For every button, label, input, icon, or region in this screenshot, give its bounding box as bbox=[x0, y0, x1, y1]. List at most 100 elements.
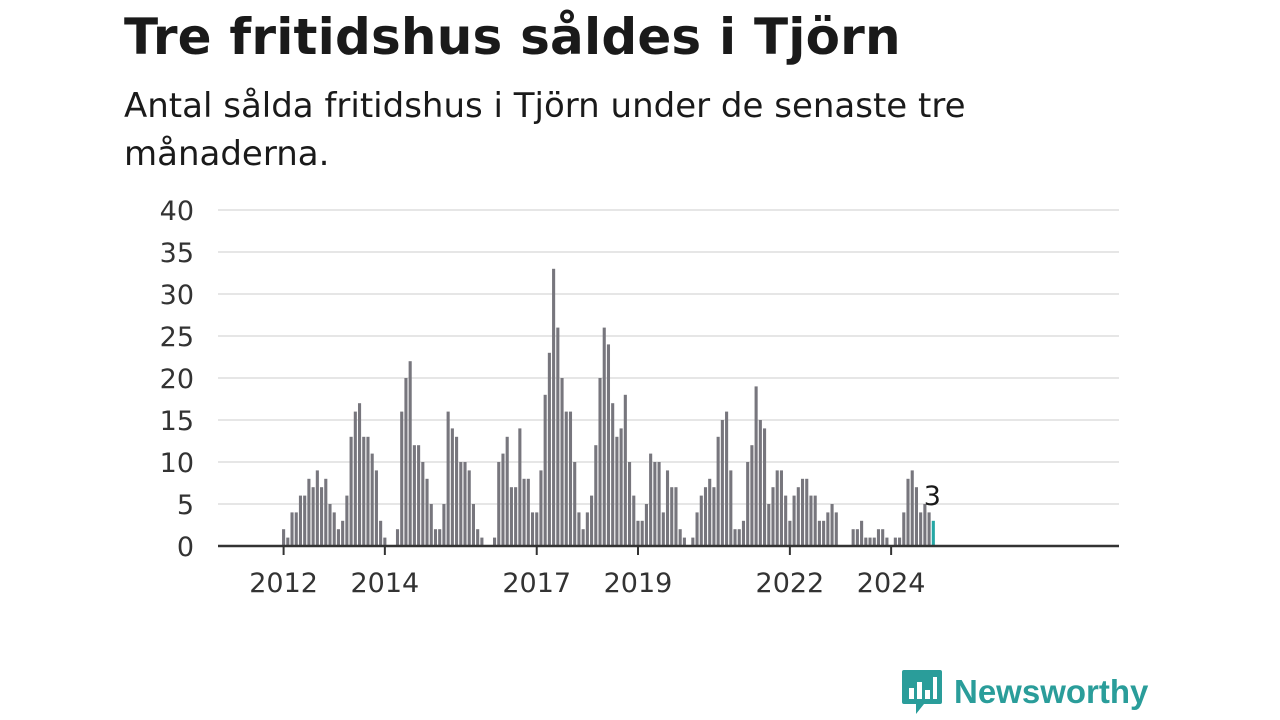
annotations: 3 bbox=[924, 481, 941, 512]
gridlines bbox=[218, 209, 1119, 505]
bar bbox=[362, 436, 366, 546]
bar bbox=[543, 394, 547, 546]
bar bbox=[657, 462, 661, 546]
bar bbox=[425, 478, 429, 546]
bar bbox=[868, 537, 872, 546]
bar bbox=[530, 512, 535, 546]
bar bbox=[282, 529, 286, 546]
bar bbox=[855, 529, 859, 546]
bar bbox=[493, 537, 497, 546]
bar bbox=[754, 386, 758, 546]
bar-highlight bbox=[931, 520, 935, 546]
bar bbox=[315, 470, 319, 546]
bar bbox=[906, 478, 910, 546]
bar bbox=[459, 462, 463, 546]
bar bbox=[345, 495, 349, 546]
bar bbox=[332, 512, 336, 546]
bar bbox=[374, 470, 378, 546]
bar bbox=[324, 478, 328, 546]
bar bbox=[412, 445, 416, 546]
bar bbox=[366, 436, 370, 546]
bar bbox=[725, 411, 729, 546]
y-tick-label: 5 bbox=[177, 490, 194, 521]
bar bbox=[737, 529, 741, 546]
bar bbox=[914, 487, 918, 546]
bar bbox=[800, 478, 805, 546]
bar bbox=[923, 504, 927, 546]
bar bbox=[463, 462, 467, 546]
bar bbox=[429, 504, 433, 546]
bar bbox=[286, 537, 290, 546]
bar bbox=[518, 428, 522, 546]
bar bbox=[585, 512, 589, 546]
bar bbox=[379, 520, 383, 546]
bar bbox=[341, 520, 345, 546]
bar bbox=[809, 495, 813, 546]
y-tick-label: 25 bbox=[160, 322, 194, 353]
bar bbox=[893, 537, 897, 546]
bar bbox=[497, 462, 501, 546]
bar bbox=[733, 529, 737, 546]
bar bbox=[729, 470, 733, 546]
highlight-value-label: 3 bbox=[924, 481, 941, 512]
bar bbox=[353, 411, 357, 546]
bar bbox=[400, 411, 404, 546]
bar bbox=[665, 470, 670, 546]
bar bbox=[881, 529, 885, 546]
bar bbox=[552, 268, 556, 546]
bar bbox=[712, 487, 716, 546]
bar bbox=[763, 428, 767, 546]
y-tick-label: 40 bbox=[160, 196, 194, 227]
brand-name: Newsworthy bbox=[954, 673, 1149, 710]
bar bbox=[670, 487, 674, 546]
bar bbox=[695, 512, 699, 546]
bar bbox=[661, 512, 665, 546]
bar bbox=[653, 462, 657, 546]
bar bbox=[311, 487, 315, 546]
bar bbox=[885, 537, 889, 546]
bar bbox=[560, 378, 564, 546]
bar bbox=[505, 436, 509, 546]
bar bbox=[547, 352, 551, 546]
bar bbox=[290, 512, 294, 546]
bar bbox=[370, 453, 374, 546]
bar bbox=[320, 487, 324, 546]
bar bbox=[746, 462, 750, 546]
bar bbox=[328, 504, 332, 546]
bar bbox=[644, 504, 648, 546]
chart-title: Tre fritidshus såldes i Tjörn bbox=[124, 8, 901, 66]
bar bbox=[716, 436, 720, 546]
y-tick-label: 30 bbox=[160, 280, 194, 311]
bar bbox=[417, 445, 421, 546]
y-tick-label: 10 bbox=[160, 448, 194, 479]
bar bbox=[598, 378, 602, 546]
bar bbox=[636, 520, 640, 546]
bar bbox=[771, 487, 775, 546]
x-tick-label: 2024 bbox=[857, 568, 926, 599]
bar bbox=[298, 495, 303, 546]
bar bbox=[539, 470, 543, 546]
bar bbox=[792, 495, 796, 546]
bar bbox=[349, 436, 353, 546]
bar bbox=[864, 537, 868, 546]
bar bbox=[796, 487, 800, 546]
bar bbox=[467, 470, 471, 546]
bar bbox=[421, 462, 425, 546]
bar bbox=[788, 520, 792, 546]
bar bbox=[876, 529, 881, 546]
bar bbox=[615, 436, 619, 546]
x-tick-label: 2019 bbox=[604, 568, 673, 599]
bar bbox=[501, 453, 505, 546]
bar bbox=[817, 520, 821, 546]
bar bbox=[556, 327, 560, 546]
bar bbox=[805, 478, 809, 546]
bar bbox=[703, 487, 708, 546]
bar bbox=[708, 478, 712, 546]
bar bbox=[623, 394, 627, 546]
newsworthy-logo: Newsworthy bbox=[900, 668, 1148, 716]
bar bbox=[678, 529, 682, 546]
y-tick-label: 20 bbox=[160, 364, 194, 395]
bar bbox=[357, 403, 362, 546]
bar bbox=[699, 495, 703, 546]
bar bbox=[522, 478, 526, 546]
